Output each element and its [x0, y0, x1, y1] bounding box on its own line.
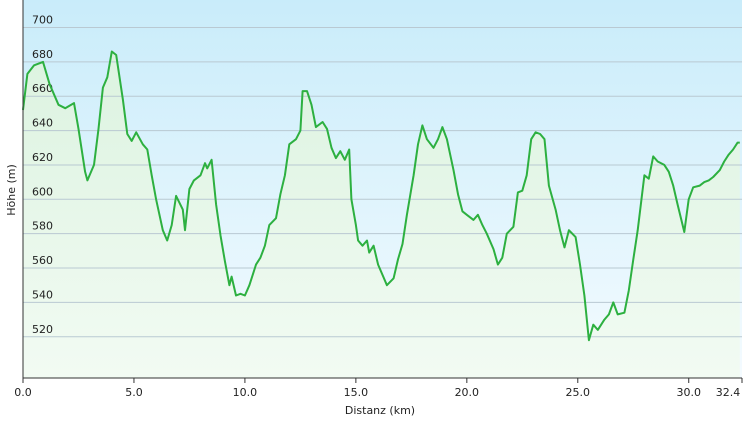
elevation-line — [22, 50, 740, 342]
x-tick-label: 15.0 — [344, 386, 369, 399]
x-tick-label: 25.0 — [566, 386, 591, 399]
y-tick-label: 600 — [32, 185, 53, 198]
x-tick-label: 0.0 — [14, 386, 32, 399]
y-tick-label: 700 — [32, 13, 53, 26]
y-tick-label: 560 — [32, 254, 53, 267]
x-tick-label: 5.0 — [125, 386, 143, 399]
x-tick-label: 10.0 — [233, 386, 258, 399]
y-tick-label: 520 — [32, 323, 53, 336]
y-tick-label: 620 — [32, 151, 53, 164]
x-tick-label: 20.0 — [455, 386, 480, 399]
area — [23, 51, 740, 378]
x-axis-title: Distanz (km) — [345, 404, 415, 417]
x-tick-label: 30.0 — [676, 386, 701, 399]
y-axis-title: Höhe (m) — [5, 164, 18, 216]
y-tick-label: 660 — [32, 82, 53, 95]
y-tick-label: 680 — [32, 48, 53, 61]
y-tick-label: 540 — [32, 288, 53, 301]
y-tick-label: 580 — [32, 220, 53, 233]
x-tick-label: 32.4 — [716, 386, 741, 399]
y-tick-label: 640 — [32, 117, 53, 130]
